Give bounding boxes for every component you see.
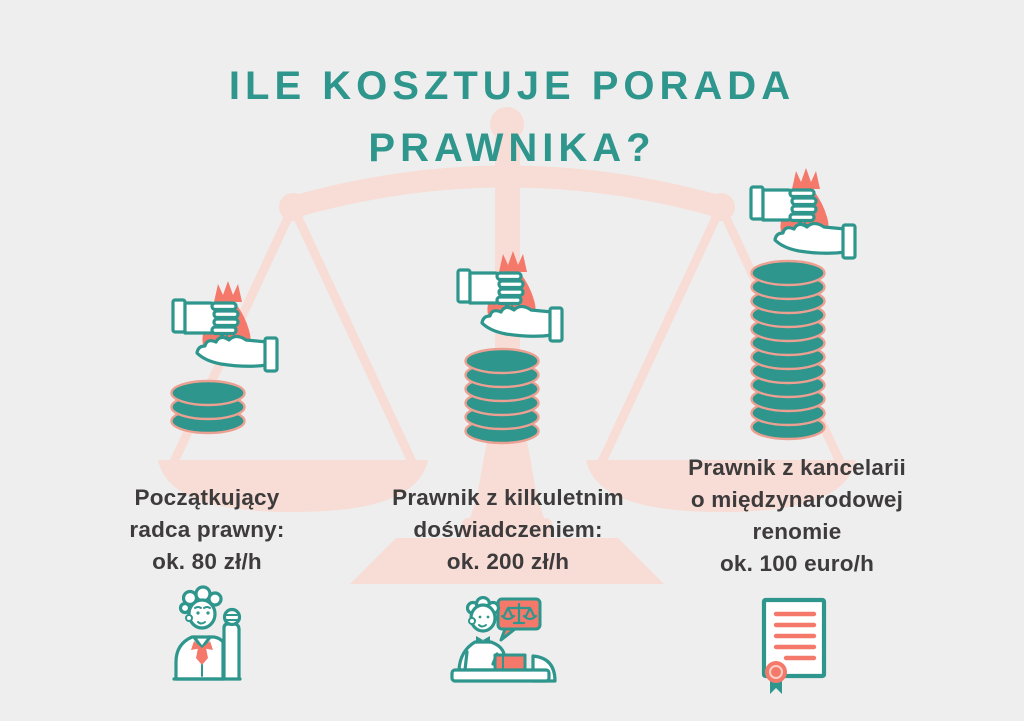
scale-beam bbox=[282, 165, 732, 218]
scale-pillar-capital bbox=[462, 518, 552, 538]
money-exchange-icon bbox=[456, 249, 564, 343]
coin bbox=[464, 347, 540, 375]
lawyer-at-desk-icon bbox=[450, 596, 557, 683]
tie bbox=[196, 648, 208, 665]
certificate-text-lines bbox=[773, 611, 817, 661]
rosette-seal bbox=[765, 661, 787, 683]
money-exchange-icon bbox=[171, 279, 279, 373]
bow-tie bbox=[476, 636, 490, 644]
lapel-flower bbox=[191, 641, 213, 650]
money-exchange-icon bbox=[749, 166, 857, 260]
coin bbox=[750, 259, 826, 287]
label-line: Prawnik z kilkuletnim bbox=[392, 485, 624, 510]
rosette-inner-ring bbox=[769, 665, 783, 679]
eye bbox=[206, 611, 210, 615]
fist-lines bbox=[225, 614, 238, 621]
label-line: Początkujący bbox=[134, 485, 280, 510]
scale-pillar-baluster bbox=[469, 430, 545, 520]
raised-arm bbox=[222, 622, 241, 681]
eyebrows bbox=[194, 606, 211, 609]
coin bbox=[170, 379, 246, 407]
eye bbox=[486, 615, 490, 619]
scale-right-pan bbox=[586, 460, 856, 512]
price-line: ok. 200 zł/h bbox=[446, 549, 570, 574]
label-line: Prawnik z kancelarii bbox=[688, 455, 906, 480]
ear bbox=[185, 614, 193, 622]
law-book bbox=[493, 653, 527, 672]
column1-label: Początkujący radca prawny: ok. 80 zł/h bbox=[77, 482, 337, 578]
column3-label: Prawnik z kancelarii o międzynarodowej r… bbox=[662, 452, 932, 580]
eye bbox=[196, 611, 200, 615]
price-line: ok. 80 zł/h bbox=[152, 549, 262, 574]
speech-bubble-tail bbox=[499, 627, 517, 642]
coin-stack-icon bbox=[168, 379, 248, 440]
scale-base bbox=[350, 538, 664, 584]
eye bbox=[478, 615, 482, 619]
ear bbox=[468, 617, 476, 625]
mouth bbox=[197, 621, 206, 625]
page-title-line1: ILE KOSZTUJE PORADA bbox=[228, 64, 796, 108]
desk bbox=[450, 668, 551, 683]
page-title-line2: PRAWNIKA? bbox=[368, 126, 656, 170]
label-line: o międzynarodowej bbox=[690, 487, 904, 512]
label-line: radca prawny: bbox=[129, 517, 285, 542]
raised-fist bbox=[222, 607, 242, 627]
junior-lawyer-icon bbox=[172, 585, 242, 681]
rosette-ribbons bbox=[770, 680, 782, 694]
price-line: ok. 100 euro/h bbox=[719, 551, 875, 576]
mouth bbox=[478, 624, 487, 628]
label-line: renomie bbox=[752, 519, 842, 544]
certificate-diploma-icon bbox=[761, 597, 827, 694]
coin-stack-icon bbox=[748, 259, 828, 446]
coin-stack-icon bbox=[462, 347, 542, 450]
mini-scales-icon bbox=[500, 602, 538, 625]
column2-label: Prawnik z kilkuletnim doświadczeniem: ok… bbox=[368, 482, 648, 578]
hair-curl bbox=[207, 591, 223, 607]
scale-left-pan bbox=[158, 460, 428, 512]
label-line: doświadczeniem: bbox=[413, 517, 603, 542]
